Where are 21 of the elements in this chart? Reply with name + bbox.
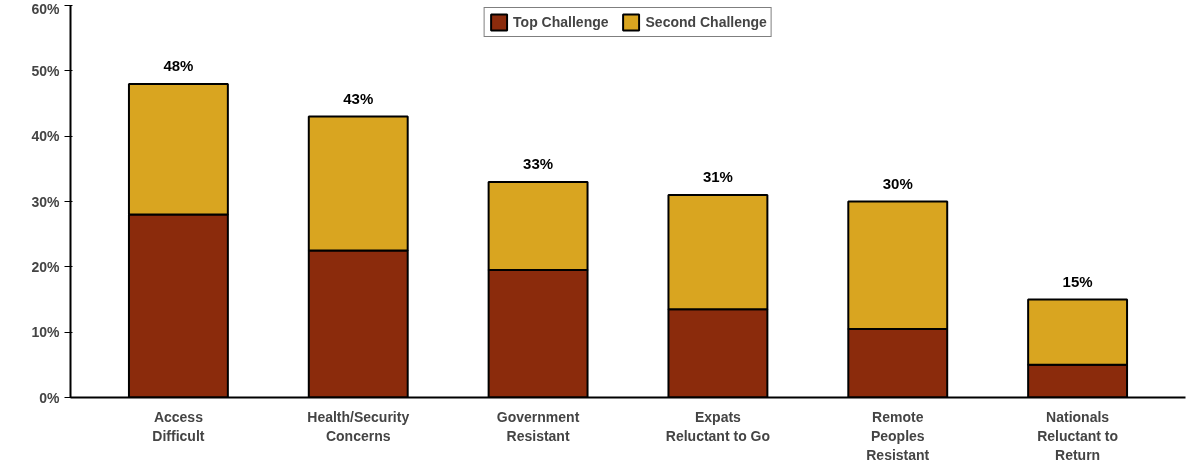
y-tick-label: 40%	[31, 128, 61, 145]
y-tick-label: 10%	[31, 324, 61, 341]
legend-label: Top Challenge	[513, 14, 609, 30]
total-label: 33%	[523, 155, 554, 173]
total-label: 48%	[163, 57, 194, 75]
y-tick-label: 30%	[31, 193, 61, 210]
x-tick-label: Access Difficult	[152, 408, 205, 444]
y-tick-label: 50%	[31, 62, 61, 79]
total-label: 31%	[702, 168, 733, 186]
total-label: 43%	[343, 89, 374, 107]
y-tick-label: 60%	[31, 0, 61, 17]
x-tick-label: Health/Security Concerns	[307, 408, 410, 444]
y-tick-label: 0%	[39, 389, 61, 406]
legend-label: Second Challenge	[645, 14, 767, 30]
y-tick-label: 20%	[31, 258, 61, 275]
total-label: 15%	[1062, 272, 1093, 290]
x-tick-label: Nationals Reluctant to Return	[1037, 408, 1119, 463]
total-label: 30%	[882, 174, 913, 192]
x-tick-label: Remote Peoples Resistant	[866, 408, 930, 463]
x-tick-label: Government Resistant	[496, 408, 580, 444]
x-tick-label: Expats Reluctant to Go	[665, 408, 771, 444]
